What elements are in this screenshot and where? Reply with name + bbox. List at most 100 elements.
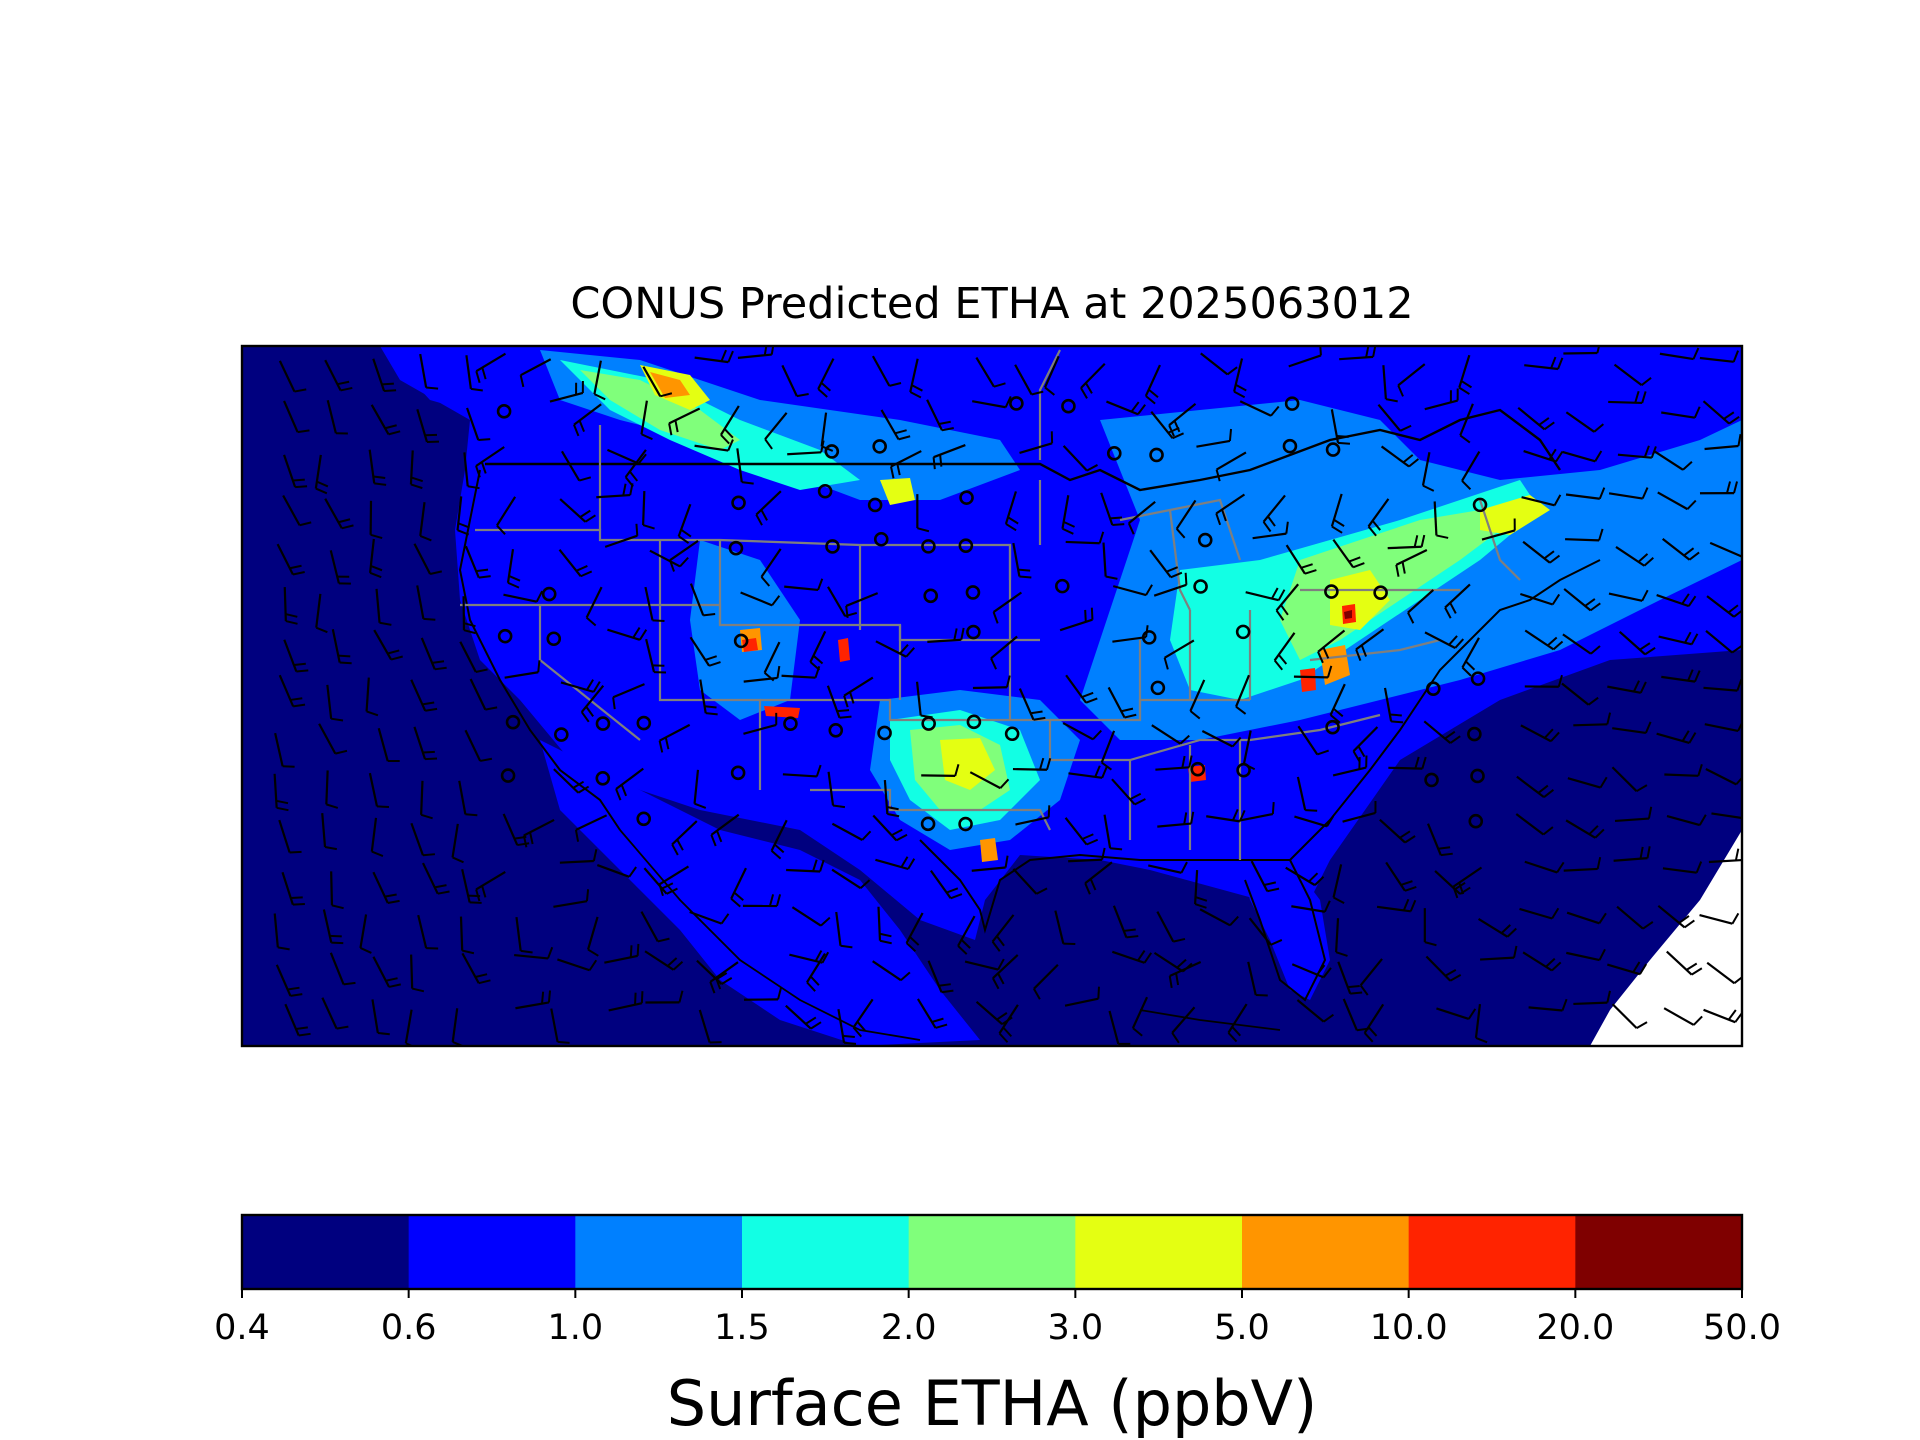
wind-barb (604, 943, 640, 964)
wind-barb (1615, 546, 1654, 567)
wind-barb (658, 723, 691, 753)
colorbar-tick-label: 1.0 (547, 1308, 603, 1348)
wind-barb (1004, 491, 1019, 532)
wind-barb (1397, 363, 1426, 397)
wind-barb (1367, 498, 1390, 537)
wind-barb (329, 952, 356, 986)
wind-barb (770, 819, 788, 860)
wind-barb (872, 814, 908, 842)
wind-barb (329, 550, 351, 585)
wind-barb (1144, 364, 1161, 405)
calm-wind-circle (1325, 719, 1340, 735)
wind-barb (658, 865, 690, 897)
wind-barb (1252, 521, 1289, 540)
wind-barb (643, 867, 678, 895)
wind-barb (694, 439, 734, 452)
wind-barb (1661, 406, 1701, 419)
wind-barbs (273, 346, 1742, 1046)
wind-barb (964, 958, 1005, 971)
wind-barb (326, 684, 344, 722)
wind-barb (1666, 950, 1703, 976)
wind-barb (1043, 355, 1060, 396)
wind-barb (465, 407, 491, 442)
calm-wind-circle (1055, 578, 1070, 594)
wind-barb (1379, 818, 1416, 844)
wind-barb (560, 679, 601, 693)
wind-barb (503, 590, 544, 603)
wind-barb (1616, 905, 1654, 930)
colorbar-frame (240, 1213, 1744, 1291)
wind-barb (1612, 721, 1652, 735)
wind-barb (1337, 961, 1363, 995)
wind-barb (1332, 864, 1345, 905)
wind-barb (787, 440, 825, 456)
colorbar-label: Surface ETHA (ppbV) (667, 1367, 1318, 1440)
wind-barb (1064, 986, 1100, 1007)
wind-barb (975, 356, 1006, 388)
wind-barb (1424, 631, 1465, 649)
calm-wind-circle (966, 714, 982, 730)
wind-barb (699, 679, 718, 716)
wind-barb (831, 822, 872, 841)
wind-barb (1100, 730, 1116, 771)
wind-barb (1215, 493, 1246, 526)
calm-wind-circle (1470, 768, 1485, 784)
calm-wind-circles (496, 396, 1488, 832)
wind-barb (1200, 352, 1238, 376)
wind-barb (1520, 724, 1560, 743)
wind-barb (720, 405, 740, 445)
colorbar-segment (1075, 1215, 1243, 1289)
wind-barb (1239, 400, 1280, 417)
wind-barb (282, 494, 312, 527)
wind-barb (1474, 1003, 1488, 1044)
wind-barb (1567, 776, 1608, 789)
wind-barb (608, 991, 644, 1012)
wind-barb (730, 867, 747, 908)
wind-barb (1175, 499, 1197, 539)
map-frame (240, 344, 1744, 1048)
wind-barb (927, 960, 954, 994)
wind-barb (1426, 823, 1453, 857)
wind-barb (273, 913, 290, 951)
wind-barb (990, 635, 1018, 670)
wind-barb (1199, 908, 1239, 927)
calm-wind-circle (958, 816, 973, 832)
wind-barb (1618, 630, 1656, 656)
wind-barb (375, 588, 392, 626)
wind-barb (506, 549, 521, 589)
wind-barb (644, 950, 684, 971)
wind-barb (1012, 757, 1052, 771)
wind-barb (1425, 955, 1462, 982)
colorbar-tick-label: 10.0 (1370, 1308, 1448, 1348)
wind-barb (281, 871, 305, 906)
wind-barb (557, 958, 598, 972)
wind-barb (1387, 534, 1426, 550)
wind-barb (1014, 364, 1044, 396)
wind-barb (451, 823, 464, 864)
wind-barb (324, 498, 354, 530)
wind-barb (1233, 358, 1247, 399)
calm-wind-circle (731, 495, 746, 511)
wind-barb (283, 454, 308, 489)
wind-barb (1193, 870, 1208, 909)
wind-barb (694, 349, 734, 364)
wind-barb (875, 640, 915, 658)
wind-barb (689, 636, 721, 667)
wind-barb (326, 399, 348, 435)
colorbar (240, 1213, 1744, 1291)
wind-barb (642, 491, 655, 530)
wind-barb (369, 500, 383, 540)
wind-barb (1573, 990, 1611, 1006)
colorbar-segment (242, 1215, 410, 1289)
wind-barb (736, 448, 754, 485)
calm-wind-circle (636, 811, 652, 827)
wind-barb (278, 674, 306, 708)
wind-barb (1127, 500, 1156, 535)
wind-barb (644, 586, 665, 622)
calm-wind-circle (1193, 579, 1208, 594)
wind-barb (1018, 688, 1046, 721)
calm-wind-circle (921, 716, 936, 731)
wind-barb (504, 660, 541, 679)
wind-barb (1065, 674, 1098, 704)
wind-barb (1699, 912, 1740, 925)
